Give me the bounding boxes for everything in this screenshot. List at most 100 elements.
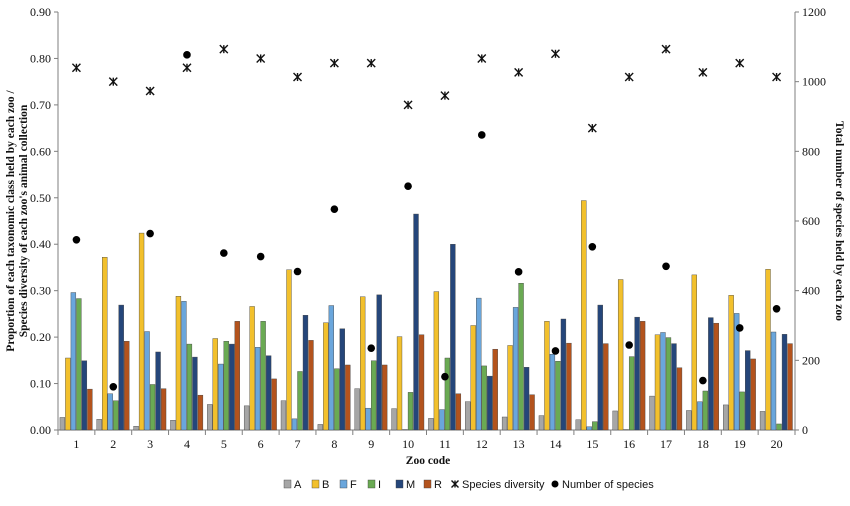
bar-B	[433, 291, 440, 431]
bar-I	[776, 423, 782, 431]
species-diversity-point	[108, 77, 118, 87]
bar-A	[317, 424, 323, 431]
legend-swatch-M	[395, 479, 404, 489]
bar-A	[207, 404, 213, 431]
bar-I	[628, 356, 635, 431]
x-tick-label: 17	[660, 437, 672, 451]
x-axis-title: Zoo code	[406, 455, 450, 467]
bar-B	[396, 336, 403, 431]
bar-I	[739, 391, 745, 431]
bar-F	[549, 354, 556, 431]
x-tick-label: 9	[368, 437, 374, 451]
legend-swatch-B	[311, 479, 320, 489]
x-tick-label: 14	[549, 437, 561, 451]
y-left-tick-label: 0.90	[30, 5, 51, 19]
species-diversity-point	[329, 58, 339, 68]
bar-I	[260, 321, 266, 431]
bar-F	[218, 363, 224, 431]
bar-I	[665, 337, 672, 431]
bar-M	[781, 334, 788, 431]
bar-R	[750, 358, 756, 431]
x-tick-label: 12	[476, 437, 488, 451]
species-diversity-point	[440, 91, 450, 101]
bar-R	[603, 343, 609, 431]
bar-A	[243, 405, 250, 431]
number-of-species-point	[404, 182, 412, 190]
bar-B	[286, 269, 292, 431]
legend-label-B: B	[322, 479, 329, 491]
y-left-tick-label: 0.70	[30, 98, 51, 112]
bar-I	[113, 400, 119, 431]
bar-I	[149, 384, 156, 431]
bar-I	[334, 368, 340, 431]
number-of-species-point	[441, 372, 449, 381]
bar-M	[560, 318, 567, 431]
bar-M	[376, 294, 382, 431]
bar-B	[175, 296, 182, 431]
number-of-species-point	[588, 242, 597, 251]
bar-A	[391, 408, 397, 431]
species-diversity-point	[182, 63, 192, 73]
legend-marker-species-diversity	[451, 480, 459, 488]
bar-I	[702, 390, 708, 431]
bar-B	[728, 295, 734, 431]
y-right-tick-label: 800	[802, 144, 820, 158]
species-diversity-point	[71, 63, 81, 73]
x-tick-label: 1	[73, 437, 79, 451]
bar-B	[212, 338, 218, 431]
species-diversity-point	[514, 67, 524, 77]
bar-M	[708, 317, 714, 431]
bar-B	[581, 200, 587, 431]
species-diversity-point	[661, 44, 671, 54]
y-axis-left-title-line1: Proportion of each taxonomic class held …	[5, 90, 17, 352]
number-of-species-point	[72, 236, 81, 244]
number-of-species-point	[477, 131, 486, 139]
axes	[54, 11, 799, 435]
species-diversity-point	[293, 72, 303, 82]
bar-R	[308, 340, 314, 431]
y-left-tick-label: 0.80	[30, 51, 51, 65]
markers	[71, 44, 782, 391]
y-left-tick-label: 0.60	[30, 144, 51, 158]
bar-M	[597, 304, 603, 431]
bar-R	[345, 364, 351, 431]
bar-R	[124, 341, 130, 431]
bar-R	[87, 388, 93, 431]
legend-swatch-R	[423, 479, 432, 489]
bars	[59, 200, 793, 431]
bar-I	[444, 357, 451, 431]
bar-B	[691, 274, 697, 431]
bar-A	[465, 401, 471, 431]
bar-M	[81, 360, 88, 431]
species-diversity-point	[587, 123, 597, 133]
species-diversity-point	[145, 86, 155, 96]
y-left-tick-label: 0.40	[30, 237, 51, 251]
number-of-species-point	[699, 376, 707, 385]
y-left-tick-label: 0.50	[30, 191, 51, 205]
bar-A	[759, 411, 766, 431]
bar-M	[265, 355, 272, 431]
number-of-species-point	[735, 324, 744, 332]
species-diversity-point	[219, 44, 229, 54]
bar-I	[371, 360, 377, 431]
species-diversity-point	[772, 72, 782, 82]
y-left-tick-label: 0.00	[30, 423, 51, 437]
bar-R	[676, 367, 683, 431]
y-right-tick-label: 400	[802, 284, 820, 298]
legend-label-R: R	[434, 479, 442, 491]
bar-R	[382, 364, 388, 431]
bar-B	[102, 257, 108, 431]
x-tick-label: 20	[771, 437, 783, 451]
y-right-tick-label: 0	[802, 423, 808, 437]
bar-F	[512, 307, 519, 431]
legend-marker-number-of-species	[551, 480, 559, 488]
bar-F	[70, 292, 77, 431]
x-tick-label: 10	[402, 437, 414, 451]
number-of-species-point	[293, 267, 302, 276]
species-diversity-point	[366, 58, 376, 68]
number-of-species-point	[367, 344, 376, 352]
bar-R	[234, 321, 240, 431]
tick-labels: 0.00 0.10 0.20 0.30 0.40 0.50 0.60 0.70 0.80 0.90…	[30, 5, 826, 451]
bar-A	[612, 410, 618, 431]
bar-I	[555, 361, 561, 431]
